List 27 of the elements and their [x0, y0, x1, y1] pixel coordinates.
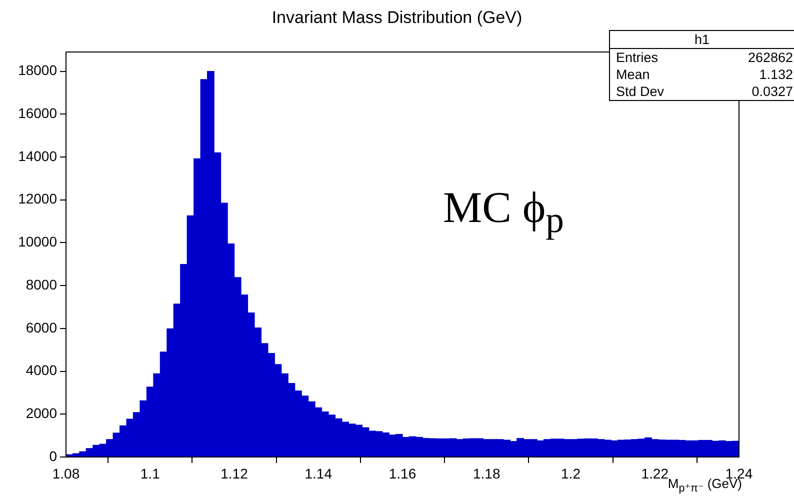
- y-tick-label: 10000: [18, 234, 58, 250]
- x-tick-label: 1.14: [304, 465, 332, 482]
- y-tick-label: 16000: [18, 105, 58, 121]
- chart-title: Invariant Mass Distribution (GeV): [270, 8, 524, 28]
- text: 262862: [748, 49, 793, 66]
- text: h1: [610, 31, 794, 49]
- y-tick-label: 4000: [26, 362, 58, 378]
- x-tick-label: 1.18: [473, 465, 500, 482]
- annotation: MC ϕ$_{p}$: [443, 182, 564, 241]
- y-tick-label: 8000: [26, 276, 58, 292]
- x-tick-label: 1.22: [641, 465, 669, 482]
- y-tick-label: 2000: [26, 405, 58, 421]
- y-tick-label: 14000: [18, 148, 58, 164]
- annotation: Entries: [616, 49, 658, 66]
- x-tick-label: 1.1: [140, 465, 160, 482]
- y-tick-label: 18000: [18, 62, 58, 78]
- x-tick-label: 1.08: [52, 465, 80, 482]
- y-tick-label: 12000: [18, 190, 58, 207]
- annotation: Std Dev: [616, 83, 664, 100]
- annotation: Mean: [616, 66, 650, 83]
- y-tick-label: 0: [49, 448, 58, 464]
- text: 0.0327: [752, 83, 793, 100]
- text: 1.132: [759, 66, 793, 83]
- y-tick-label: 6000: [26, 319, 58, 336]
- x-tick-label: 1.16: [388, 465, 416, 482]
- x-tick-label: 1.2: [561, 465, 581, 482]
- x-tick-label: 1.12: [220, 465, 248, 482]
